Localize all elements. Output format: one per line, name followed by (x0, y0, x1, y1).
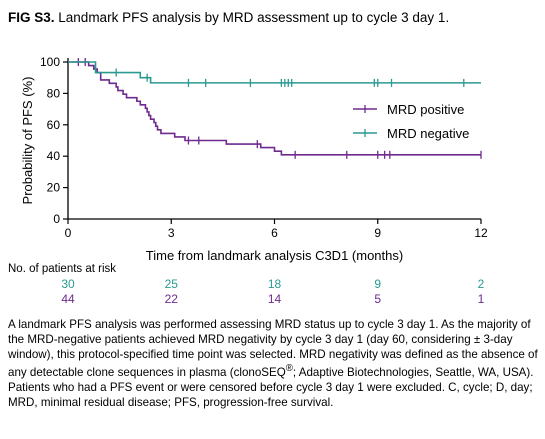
chart-legend: MRD positive MRD negative (353, 102, 469, 141)
risk-count: 25 (165, 277, 179, 291)
figure-label: FIG S3. (8, 10, 55, 25)
risk-count: 30 (61, 277, 75, 291)
figure-title-text: Landmark PFS analysis by MRD assessment … (58, 10, 450, 25)
y-tick-label: 60 (47, 118, 61, 132)
x-tick-label: 6 (271, 226, 278, 240)
risk-count: 2 (478, 277, 485, 291)
x-tick-label: 9 (374, 226, 381, 240)
y-tick-label: 100 (40, 55, 60, 69)
risk-count: 14 (268, 292, 282, 306)
risk-count: 22 (165, 292, 179, 306)
mrd-negative-legend-label: MRD negative (387, 126, 469, 141)
y-tick-label: 0 (53, 212, 60, 226)
risk-table: 30 25 18 9 2 44 22 14 5 1 (61, 277, 484, 306)
x-axis-label: Time from landmark analysis C3D1 (months… (146, 248, 403, 263)
risk-count: 18 (268, 277, 282, 291)
y-tick-label: 80 (47, 86, 61, 100)
figure-title: FIG S3. Landmark PFS analysis by MRD ass… (8, 10, 449, 25)
km-chart: 0 20 40 60 80 100 0 3 6 9 12 Time from landmark ana… (20, 55, 488, 306)
mrd-negative-curve (68, 61, 481, 84)
y-axis-label: Probability of PFS (%) (20, 77, 35, 205)
risk-count: 9 (374, 277, 381, 291)
risk-count: 5 (374, 292, 381, 306)
x-tick-label: 12 (474, 226, 488, 240)
x-tick-label: 0 (65, 226, 72, 240)
y-tick-label: 20 (47, 181, 61, 195)
mrd-positive-legend-label: MRD positive (387, 102, 464, 117)
caption-registered-mark: ® (285, 363, 293, 375)
risk-table-header: No. of patients at risk (8, 263, 117, 275)
risk-count: 44 (61, 292, 75, 306)
figure-caption: A landmark PFS analysis was performed as… (8, 318, 538, 411)
chart-curves (68, 58, 482, 159)
risk-count: 1 (478, 292, 485, 306)
chart-axes: 0 20 40 60 80 100 0 3 6 9 12 Time from landmark ana… (20, 55, 488, 263)
y-tick-label: 40 (47, 149, 61, 163)
caption-part2: ; Adaptive Biotechnologies, Seattle, WA,… (8, 366, 534, 409)
caption-part1: A landmark PFS analysis was performed as… (8, 318, 538, 380)
x-tick-label: 3 (168, 226, 175, 240)
